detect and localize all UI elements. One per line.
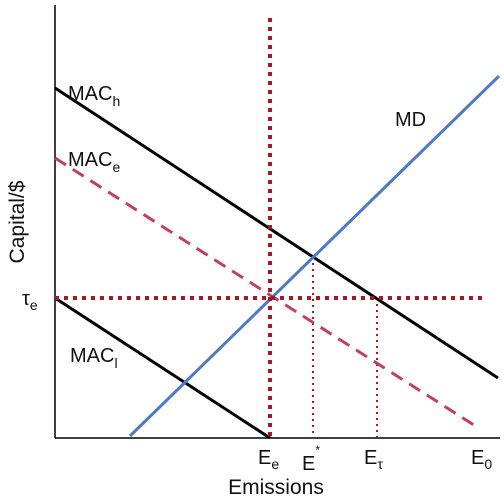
- md-line: [128, 74, 501, 438]
- tau-e-label: τe: [22, 288, 38, 313]
- y-axis-title: Capital/$: [6, 180, 29, 263]
- mac-h-line: [54, 86, 499, 380]
- e-tau-tick-label: Eτ: [364, 447, 383, 472]
- mac-l-label: MACl: [70, 345, 118, 371]
- mac-e-line: [54, 156, 478, 429]
- e-e-tick-label: Ee: [258, 447, 279, 472]
- e-0-tick-label: E0: [471, 447, 492, 472]
- mac-h-label: MACh: [68, 83, 120, 109]
- x-axis-title: Emissions: [228, 476, 324, 499]
- e-star-tick-label: E*: [302, 443, 320, 475]
- mac-e-label: MACe: [68, 149, 120, 175]
- md-label: MD: [395, 109, 426, 131]
- mac-l-line: [54, 296, 271, 440]
